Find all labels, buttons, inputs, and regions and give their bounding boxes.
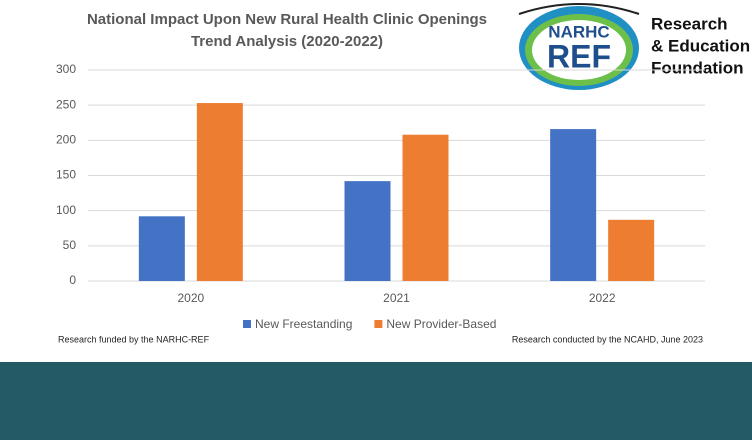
bar bbox=[402, 134, 449, 281]
logo-caption: & Education bbox=[651, 36, 750, 55]
y-tick-label: 150 bbox=[56, 168, 76, 182]
chart-subtitle: Trend Analysis (2020-2022) bbox=[191, 33, 383, 50]
y-tick-label: 250 bbox=[56, 97, 76, 111]
y-tick-label: 0 bbox=[69, 273, 76, 287]
bar bbox=[196, 103, 243, 281]
logo-text: NARHC bbox=[548, 22, 609, 41]
y-tick-label: 50 bbox=[63, 238, 77, 252]
y-tick-label: 100 bbox=[56, 203, 76, 217]
chart-title: National Impact Upon New Rural Health Cl… bbox=[87, 11, 487, 28]
footnote: Research conducted by the NCAHD, June 20… bbox=[512, 334, 703, 344]
footnote: Research funded by the NARHC-REF bbox=[58, 334, 210, 344]
bar bbox=[608, 219, 655, 281]
x-tick-label: 2021 bbox=[383, 291, 410, 305]
logo: NARHC REF Research & Education Foundatio… bbox=[518, 3, 750, 90]
legend-label: New Provider-Based bbox=[386, 317, 496, 331]
chart-background bbox=[0, 0, 752, 362]
bar bbox=[550, 129, 597, 281]
logo-center bbox=[532, 20, 626, 80]
logo-caption: Foundation bbox=[651, 58, 744, 77]
bar bbox=[138, 216, 185, 281]
logo-caption: Research bbox=[651, 14, 728, 33]
legend-swatch bbox=[374, 320, 383, 328]
x-tick-label: 2022 bbox=[589, 291, 616, 305]
logo-arc bbox=[518, 3, 640, 15]
y-tick-label: 200 bbox=[56, 133, 76, 147]
legend-swatch bbox=[243, 320, 251, 328]
footer-band bbox=[0, 362, 752, 440]
logo-text: REF bbox=[547, 38, 611, 74]
y-tick-label: 300 bbox=[56, 62, 76, 76]
bar bbox=[344, 181, 391, 281]
x-tick-label: 2020 bbox=[177, 291, 204, 305]
legend-label: New Freestanding bbox=[255, 317, 352, 331]
